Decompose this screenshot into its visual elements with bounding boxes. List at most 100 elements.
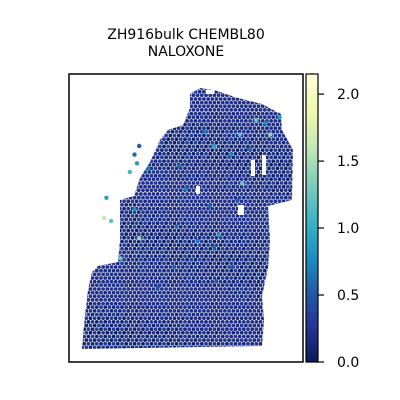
tissue-spot	[254, 203, 259, 207]
tissue-spot	[187, 276, 192, 280]
tissue-spot	[189, 228, 194, 233]
tissue-spot	[134, 316, 139, 321]
tissue-spot	[237, 290, 242, 295]
tissue-spot	[210, 265, 215, 269]
tissue-spot	[124, 232, 129, 237]
tissue-spot	[233, 320, 238, 324]
tissue-spot	[172, 279, 177, 284]
tissue-spot	[130, 265, 135, 269]
tissue-spot	[162, 334, 166, 339]
tissue-spot	[136, 203, 141, 207]
tissue-spot	[170, 151, 175, 156]
tissue-spot	[141, 312, 145, 317]
tissue-spot	[118, 301, 122, 306]
tissue-spot	[147, 316, 152, 321]
tissue-spot	[185, 338, 190, 342]
tissue-spot	[239, 235, 244, 240]
tissue-spot	[214, 301, 219, 306]
tissue-spot	[283, 151, 288, 156]
tissue-spot	[254, 173, 259, 178]
tissue-spot	[172, 309, 177, 313]
tissue-spot	[233, 115, 238, 120]
data-point	[207, 204, 212, 209]
tissue-spot	[260, 243, 265, 248]
tissue-spot	[202, 294, 206, 299]
tissue-spot	[191, 100, 196, 105]
tissue-spot	[178, 298, 183, 302]
tissue-spot	[191, 268, 196, 273]
tissue-spot	[275, 166, 280, 171]
tissue-spot	[153, 261, 158, 266]
tissue-spot	[168, 338, 173, 342]
tissue-spot	[244, 206, 248, 211]
tissue-spot	[168, 177, 173, 182]
tissue-spot	[208, 298, 213, 302]
tissue-spot	[99, 298, 103, 302]
tissue-spot	[258, 312, 263, 317]
data-point	[127, 169, 132, 175]
tissue-spot	[174, 144, 179, 149]
tissue-spot	[197, 330, 202, 335]
tissue-spot	[166, 254, 171, 258]
tissue-spot	[157, 341, 162, 346]
tissue-spot	[143, 184, 148, 189]
tissue-spot	[170, 283, 175, 288]
tissue-spot	[250, 283, 255, 288]
tissue-spot	[281, 148, 286, 153]
tissue-spot	[246, 195, 250, 200]
tissue-spot	[193, 323, 198, 328]
tissue-spot	[153, 320, 158, 324]
tissue-spot	[265, 184, 269, 189]
tissue-spot	[94, 341, 99, 346]
tissue-spot	[273, 170, 278, 174]
tissue-spot	[256, 140, 261, 145]
tissue-spot	[216, 144, 221, 149]
tissue-spot	[130, 250, 135, 255]
tissue-spot	[250, 239, 255, 244]
tissue-spot	[288, 166, 292, 171]
tissue-spot	[178, 181, 183, 185]
tissue-spot	[168, 316, 173, 321]
tissue-spot	[288, 195, 292, 200]
tissue-spot	[160, 140, 164, 145]
tissue-spot	[107, 312, 112, 317]
tissue-spot	[145, 195, 150, 200]
tissue-spot	[139, 214, 143, 218]
tissue-spot	[174, 305, 179, 310]
tissue-spot	[212, 166, 217, 171]
tissue-spot	[275, 159, 280, 164]
tissue-spot	[220, 166, 225, 171]
tissue-spot	[128, 283, 133, 288]
tissue-spot	[206, 148, 211, 153]
tissue-spot	[258, 181, 263, 185]
tissue-spot	[128, 327, 133, 332]
tissue-spot	[262, 268, 267, 273]
tissue-spot	[239, 330, 244, 335]
tissue-spot	[216, 283, 221, 288]
tissue-spot	[225, 320, 229, 324]
tissue-spot	[132, 261, 137, 266]
tissue-spot	[214, 148, 219, 153]
tissue-spot	[168, 279, 173, 284]
tissue-spot	[252, 177, 257, 182]
tissue-spot	[157, 173, 162, 178]
tissue-spot	[189, 323, 194, 328]
tissue-spot	[218, 323, 223, 328]
tissue-spot	[235, 287, 240, 291]
tissue-spot	[128, 217, 133, 222]
tissue-spot	[160, 177, 164, 182]
tissue-spot	[189, 206, 194, 211]
tissue-spot	[210, 148, 215, 153]
data-point	[202, 129, 207, 134]
tissue-spot	[84, 330, 89, 335]
tissue-spot	[241, 108, 246, 112]
tissue-spot	[86, 320, 91, 324]
tissue-spot	[157, 217, 162, 222]
tissue-spot	[199, 173, 204, 178]
tissue-spot	[225, 327, 229, 332]
tissue-spot	[187, 151, 192, 156]
tissue-spot	[235, 235, 240, 240]
tissue-spot	[168, 221, 173, 226]
tissue-spot	[166, 232, 171, 237]
tissue-spot	[115, 268, 120, 273]
